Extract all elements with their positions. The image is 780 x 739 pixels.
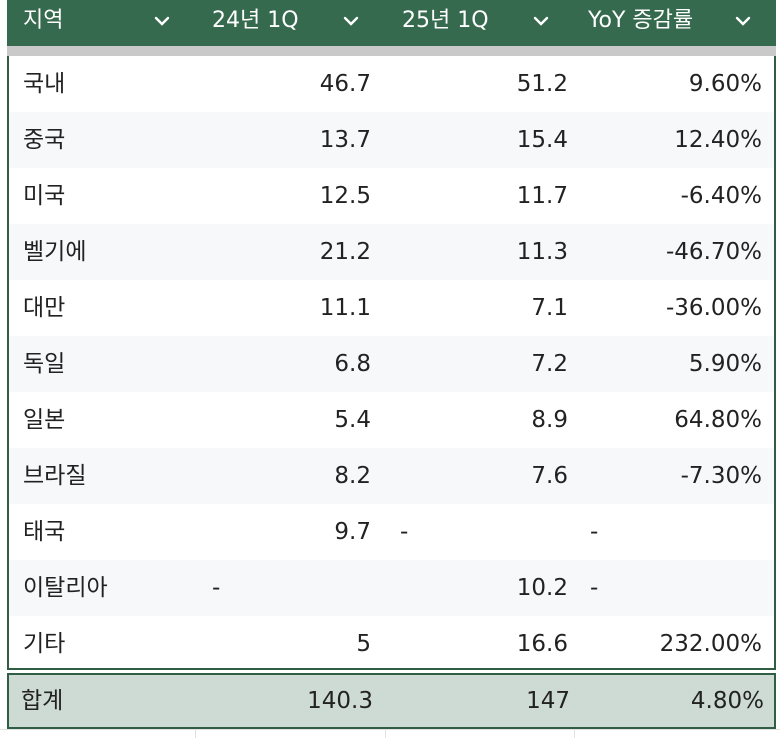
table-row[interactable]: 국내 46.7 51.2 9.60% <box>9 56 774 112</box>
cell-region[interactable]: 벨기에 <box>23 239 87 265</box>
table-row[interactable]: 독일 6.8 7.2 5.90% <box>9 336 774 392</box>
cell-yoy[interactable]: 9.60% <box>688 71 762 97</box>
cell-yoy[interactable]: 64.80% <box>674 407 762 433</box>
cell-25q1[interactable]: 51.2 <box>516 71 568 97</box>
cell-24q1[interactable]: 11.1 <box>319 295 371 321</box>
cell-total-24q1[interactable]: 140.3 <box>307 688 373 714</box>
cell-25q1[interactable]: 16.6 <box>516 631 568 657</box>
grid-line <box>385 729 386 738</box>
cell-yoy[interactable]: -36.00% <box>666 295 762 321</box>
table-row[interactable]: 중국 13.7 15.4 12.40% <box>9 112 774 168</box>
cell-24q1[interactable]: 9.7 <box>334 519 371 545</box>
cell-region[interactable]: 이탈리아 <box>23 575 108 601</box>
cell-24q1[interactable]: 5.4 <box>334 407 371 433</box>
table-row[interactable]: 태국 9.7 - - <box>9 504 774 560</box>
cell-yoy[interactable]: 232.00% <box>659 631 762 657</box>
header-cell-24q1[interactable]: 24년 1Q <box>196 0 386 46</box>
cell-25q1[interactable]: 7.6 <box>531 463 568 489</box>
table-row[interactable]: 기타 5 16.6 232.00% <box>9 616 774 668</box>
chevron-down-icon[interactable] <box>532 12 550 30</box>
cell-24q1[interactable]: 6.8 <box>334 351 371 377</box>
cell-24q1[interactable]: 12.5 <box>319 183 371 209</box>
cell-yoy[interactable]: -7.30% <box>680 463 762 489</box>
header-divider <box>7 46 776 56</box>
cell-25q1[interactable]: 11.7 <box>516 183 568 209</box>
grid-row-below[interactable] <box>0 729 780 739</box>
header-cell-region[interactable]: 지역 <box>7 0 196 46</box>
cell-region[interactable]: 미국 <box>23 183 66 209</box>
table-body: 국내 46.7 51.2 9.60% 중국 13.7 15.4 12.40% 미… <box>7 56 776 670</box>
cell-total-label[interactable]: 합계 <box>21 688 64 714</box>
cell-yoy[interactable]: -6.40% <box>680 183 762 209</box>
table-row[interactable]: 브라질 8.2 7.6 -7.30% <box>9 448 774 504</box>
cell-24q1[interactable]: 21.2 <box>319 239 371 265</box>
cell-24q1[interactable]: 46.7 <box>319 71 371 97</box>
cell-region[interactable]: 일본 <box>23 407 66 433</box>
cell-25q1[interactable]: 15.4 <box>516 127 568 153</box>
cell-region[interactable]: 대만 <box>23 295 66 321</box>
table-row[interactable]: 미국 12.5 11.7 -6.40% <box>9 168 774 224</box>
cell-25q1[interactable]: 10.2 <box>516 575 568 601</box>
cell-24q1[interactable]: 8.2 <box>334 463 371 489</box>
cell-total-25q1[interactable]: 147 <box>526 688 570 714</box>
cell-yoy[interactable]: -46.70% <box>666 239 762 265</box>
cell-region[interactable]: 중국 <box>23 127 66 153</box>
cell-24q1[interactable]: 5 <box>356 631 371 657</box>
cell-yoy[interactable]: 12.40% <box>674 127 762 153</box>
table-row[interactable]: 벨기에 21.2 11.3 -46.70% <box>9 224 774 280</box>
grid-line <box>574 729 575 738</box>
cell-25q1[interactable]: 7.2 <box>531 351 568 377</box>
cell-24q1[interactable]: - <box>212 575 221 601</box>
cell-region[interactable]: 기타 <box>23 631 66 657</box>
header-label: YoY 증감률 <box>588 8 694 33</box>
chevron-down-icon[interactable] <box>342 12 360 30</box>
cell-region[interactable]: 태국 <box>23 519 66 545</box>
cell-yoy[interactable]: - <box>590 519 599 545</box>
header-label: 지역 <box>23 8 64 33</box>
cell-region[interactable]: 독일 <box>23 351 66 377</box>
cell-25q1[interactable]: 11.3 <box>516 239 568 265</box>
total-row[interactable]: 합계 140.3 147 4.80% <box>7 673 776 729</box>
chevron-down-icon[interactable] <box>734 12 752 30</box>
grid-line <box>195 729 196 738</box>
cell-25q1[interactable]: 7.1 <box>531 295 568 321</box>
table-header: 지역 24년 1Q 25년 1Q YoY 증감률 <box>7 0 776 47</box>
header-cell-25q1[interactable]: 25년 1Q <box>386 0 576 46</box>
cell-yoy[interactable]: - <box>590 575 599 601</box>
cell-yoy[interactable]: 5.90% <box>688 351 762 377</box>
table-row[interactable]: 대만 11.1 7.1 -36.00% <box>9 280 774 336</box>
table-row[interactable]: 이탈리아 - 10.2 - <box>9 560 774 616</box>
header-label: 25년 1Q <box>402 8 489 33</box>
cell-total-yoy[interactable]: 4.80% <box>690 688 764 714</box>
header-label: 24년 1Q <box>212 8 299 33</box>
cell-region[interactable]: 국내 <box>23 71 66 97</box>
cell-region[interactable]: 브라질 <box>23 463 87 489</box>
header-cell-yoy[interactable]: YoY 증감률 <box>576 0 776 46</box>
cell-24q1[interactable]: 13.7 <box>319 127 371 153</box>
cell-25q1[interactable]: - <box>400 519 409 545</box>
chevron-down-icon[interactable] <box>153 12 171 30</box>
table-row[interactable]: 일본 5.4 8.9 64.80% <box>9 392 774 448</box>
cell-25q1[interactable]: 8.9 <box>531 407 568 433</box>
